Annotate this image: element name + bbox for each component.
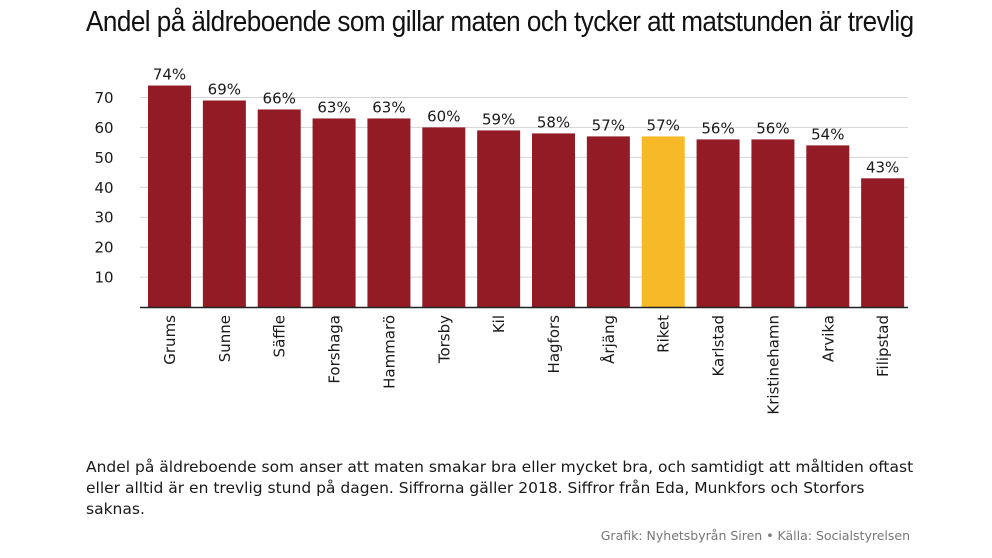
category-label-forshaga: Forshaga bbox=[326, 315, 344, 384]
value-label-sunne: 69% bbox=[208, 80, 241, 98]
value-label-årjäng: 57% bbox=[592, 116, 625, 134]
category-label-filipstad: Filipstad bbox=[874, 315, 892, 377]
bar-karlstad bbox=[696, 139, 740, 307]
bar-hammarö bbox=[367, 118, 411, 307]
y-tick-label-30: 30 bbox=[94, 209, 113, 227]
value-labels: 74% 69% 66% 63% 63% 60% 59% 58% 57% 57% 56% 56% 54% 4… bbox=[153, 66, 899, 177]
value-label-kristinehamn: 56% bbox=[756, 119, 789, 137]
bar-chart: 10 20 30 40 50 60 70 74% 69% 66% 63% 63% 60% 59% 58% 5… bbox=[94, 66, 908, 415]
category-label-arvika: Arvika bbox=[819, 315, 837, 362]
value-label-säffle: 66% bbox=[263, 89, 296, 107]
value-label-karlstad: 56% bbox=[701, 119, 734, 137]
y-axis-ticks: 10 20 30 40 50 60 70 bbox=[94, 89, 113, 287]
category-label-torsby: Torsby bbox=[435, 315, 453, 364]
value-label-arvika: 54% bbox=[811, 125, 844, 143]
bar-årjäng bbox=[586, 136, 630, 307]
bar-hagfors bbox=[532, 133, 575, 307]
category-label-riket: Riket bbox=[655, 315, 673, 353]
bar-kil bbox=[477, 130, 521, 307]
y-tick-label-40: 40 bbox=[94, 179, 113, 197]
bar-riket bbox=[641, 136, 685, 307]
category-label-hagfors: Hagfors bbox=[545, 315, 563, 374]
category-label-säffle: Säffle bbox=[271, 315, 289, 357]
value-label-filipstad: 43% bbox=[866, 158, 899, 176]
chart-title: Andel på äldreboende som gillar maten oc… bbox=[86, 6, 914, 38]
value-label-hammarö: 63% bbox=[372, 98, 405, 116]
category-label-kristinehamn: Kristinehamn bbox=[764, 315, 782, 415]
y-tick-label-60: 60 bbox=[94, 119, 113, 137]
value-label-riket: 57% bbox=[647, 116, 680, 134]
bar-grums bbox=[148, 85, 191, 308]
category-label-grums: Grums bbox=[161, 315, 179, 365]
value-label-hagfors: 58% bbox=[537, 113, 570, 131]
bar-filipstad bbox=[861, 178, 905, 307]
value-label-torsby: 60% bbox=[427, 107, 460, 125]
bar-sunne bbox=[202, 100, 246, 307]
y-tick-label-20: 20 bbox=[94, 239, 113, 257]
category-label-karlstad: Karlstad bbox=[710, 315, 728, 377]
category-label-kil: Kil bbox=[490, 315, 508, 333]
value-label-grums: 74% bbox=[153, 66, 186, 84]
category-label-sunne: Sunne bbox=[216, 315, 234, 362]
chart-description: Andel på äldreboende som anser att maten… bbox=[86, 458, 914, 518]
category-label-årjäng: Årjäng bbox=[599, 315, 618, 364]
value-label-kil: 59% bbox=[482, 110, 515, 128]
bars bbox=[148, 85, 905, 308]
chart-credit: Grafik: Nyhetsbyrån Siren • Källa: Socia… bbox=[600, 528, 910, 543]
y-tick-label-70: 70 bbox=[94, 89, 113, 107]
category-label-hammarö: Hammarö bbox=[380, 315, 398, 389]
bar-torsby bbox=[422, 127, 466, 307]
value-label-forshaga: 63% bbox=[317, 98, 350, 116]
bar-säffle bbox=[257, 109, 301, 307]
category-labels: Grums Sunne Säffle Forshaga Hammarö Torsby Kil… bbox=[161, 315, 892, 415]
bar-kristinehamn bbox=[751, 139, 795, 307]
y-tick-label-50: 50 bbox=[94, 149, 113, 167]
bar-arvika bbox=[806, 145, 850, 307]
y-tick-label-10: 10 bbox=[94, 269, 113, 287]
bar-forshaga bbox=[312, 118, 356, 307]
